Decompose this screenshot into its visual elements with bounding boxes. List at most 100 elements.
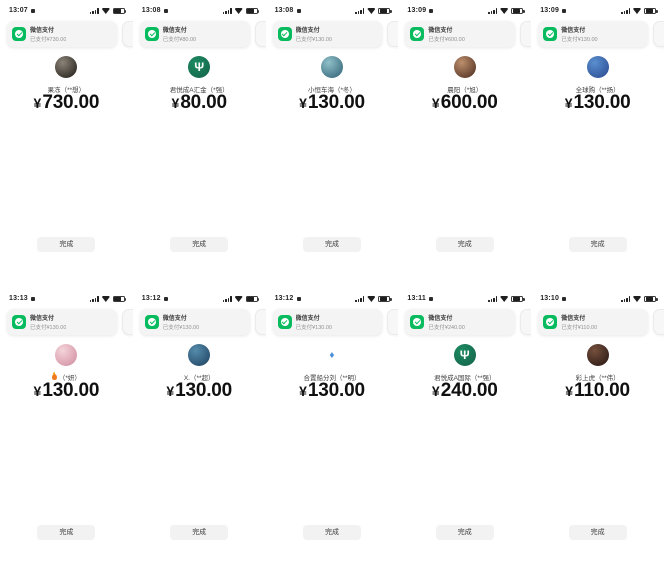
wechat-pay-icon <box>12 315 26 329</box>
payment-screenshot-cell: 13:09 微信支付 已支付¥600.00 晨阳（*旭） ¥ 600.00 <box>398 0 532 288</box>
status-left: 13:13 <box>9 295 35 302</box>
notification-title: 微信支付 <box>428 316 453 322</box>
wechat-pay-notification[interactable]: 微信支付 已支付¥130.00 <box>7 309 117 335</box>
done-button[interactable]: 完成 <box>170 525 229 540</box>
status-bar: 13:07 <box>9 5 127 16</box>
wifi-icon <box>234 8 243 14</box>
notification-title: 微信支付 <box>561 28 586 34</box>
signal-bars-icon <box>89 8 99 14</box>
notification-text: 微信支付 已支付¥110.00 <box>561 313 597 331</box>
adjacent-notification-fragment <box>254 309 266 335</box>
status-right <box>355 295 392 302</box>
payment-amount: ¥ 130.00 <box>0 380 133 402</box>
notification-subtitle: 已支付¥110.00 <box>561 325 598 331</box>
payment-screenshot-cell: 13:11 微信支付 已支付¥240.00 Ψ 君悦成A国际（**强） ¥ <box>398 288 532 576</box>
status-right <box>355 7 392 14</box>
signal-bars-icon <box>89 296 99 302</box>
signal-bars-icon <box>222 296 232 302</box>
done-button[interactable]: 完成 <box>170 237 229 252</box>
done-button[interactable]: 完成 <box>37 237 96 252</box>
adjacent-notification-fragment <box>653 309 664 335</box>
payee-avatar <box>586 56 609 78</box>
currency-symbol: ¥ <box>431 383 440 399</box>
currency-symbol: ¥ <box>171 95 180 111</box>
wechat-pay-icon <box>543 27 558 41</box>
adjacent-notification-fragment <box>121 21 133 47</box>
amount-value: 80.00 <box>180 92 227 113</box>
payee-name: 彩上虎（**伟） <box>575 375 620 382</box>
amount-value: 600.00 <box>440 92 498 113</box>
payee-name: 合置船分刘（**明） <box>303 375 361 382</box>
payee-avatar <box>188 344 211 366</box>
notification-subtitle: 已支付¥130.00 <box>295 37 332 43</box>
status-right <box>89 7 127 14</box>
battery-icon <box>378 7 392 14</box>
done-button[interactable]: 完成 <box>435 525 494 540</box>
done-button[interactable]: 完成 <box>568 525 627 540</box>
wechat-pay-notification[interactable]: 微信支付 已支付¥130.00 <box>538 21 648 47</box>
battery-icon <box>644 295 658 302</box>
status-left: 13:08 <box>142 7 168 14</box>
status-left: 13:07 <box>9 7 35 14</box>
payee-row: 晨阳（*旭） <box>398 84 531 94</box>
status-left: 13:11 <box>407 295 433 302</box>
wechat-pay-notification[interactable]: 微信支付 已支付¥130.00 <box>272 21 383 47</box>
payment-amount: ¥ 80.00 <box>133 92 266 114</box>
notification-text: 微信支付 已支付¥130.00 <box>163 313 199 331</box>
wechat-pay-notification[interactable]: 微信支付 已支付¥730.00 <box>7 21 117 47</box>
status-bar: 13:12 <box>275 293 392 304</box>
status-bar: 13:11 <box>407 293 525 304</box>
done-button[interactable]: 完成 <box>37 525 96 540</box>
notification-title: 微信支付 <box>30 316 55 322</box>
payee-avatar: ♦ <box>329 349 335 361</box>
status-left: 13:12 <box>142 295 168 302</box>
payee-row: 君悦成A国际（**强） <box>398 372 531 382</box>
status-left: 13:12 <box>275 295 301 302</box>
payment-amount: ¥ 730.00 <box>0 92 133 114</box>
wechat-pay-notification[interactable]: 微信支付 已支付¥130.00 <box>139 309 250 335</box>
currency-symbol: ¥ <box>564 95 573 111</box>
notification-dot-icon <box>163 296 168 301</box>
amount-value: 130.00 <box>175 380 233 401</box>
battery-icon <box>378 295 392 302</box>
payee-avatar: Ψ <box>188 56 211 78</box>
wechat-pay-logo-icon <box>15 318 23 326</box>
notification-title: 微信支付 <box>162 316 187 322</box>
wechat-pay-notification[interactable]: 微信支付 已支付¥130.00 <box>272 309 383 335</box>
wechat-pay-notification[interactable]: 微信支付 已支付¥80.00 <box>139 21 250 47</box>
wifi-icon <box>500 8 509 14</box>
battery-icon <box>644 7 658 14</box>
done-button[interactable]: 完成 <box>435 237 494 252</box>
done-button[interactable]: 完成 <box>568 237 627 252</box>
done-button[interactable]: 完成 <box>302 525 361 540</box>
notification-dot-icon <box>562 8 567 13</box>
notification-text: 微信支付 已支付¥130.00 <box>296 25 332 43</box>
wechat-pay-notification[interactable]: 微信支付 已支付¥240.00 <box>405 309 516 335</box>
notification-dot-icon <box>296 296 301 301</box>
wechat-pay-logo-icon <box>280 318 289 326</box>
payment-screenshot-cell: 13:08 微信支付 已支付¥130.00 小恒车海（*冬） ¥ 130. <box>265 0 399 288</box>
notification-title: 微信支付 <box>30 28 55 34</box>
wechat-pay-logo-icon <box>546 30 555 38</box>
notification-subtitle: 已支付¥130.00 <box>162 325 200 331</box>
done-button[interactable]: 完成 <box>302 237 361 252</box>
payee-row: 小恒车海（*冬） <box>266 84 399 94</box>
battery-icon <box>245 295 260 302</box>
amount-value: 730.00 <box>42 92 100 113</box>
notification-dot-icon <box>296 8 301 13</box>
wechat-pay-icon <box>277 315 292 329</box>
amount-value: 130.00 <box>307 380 365 401</box>
notification-text: 微信支付 已支付¥730.00 <box>30 25 66 43</box>
flame-icon <box>51 373 57 381</box>
notification-title: 微信支付 <box>428 28 453 34</box>
payee-avatar <box>320 56 343 78</box>
wechat-pay-icon <box>144 27 159 41</box>
payee-name: 晨阳（*旭） <box>447 87 483 94</box>
signal-bars-icon <box>488 296 498 302</box>
wechat-pay-notification[interactable]: 微信支付 已支付¥110.00 <box>538 309 648 335</box>
wechat-pay-icon <box>144 315 159 329</box>
status-right <box>621 295 658 302</box>
wechat-pay-notification[interactable]: 微信支付 已支付¥600.00 <box>405 21 516 47</box>
wechat-pay-logo-icon <box>147 318 156 326</box>
